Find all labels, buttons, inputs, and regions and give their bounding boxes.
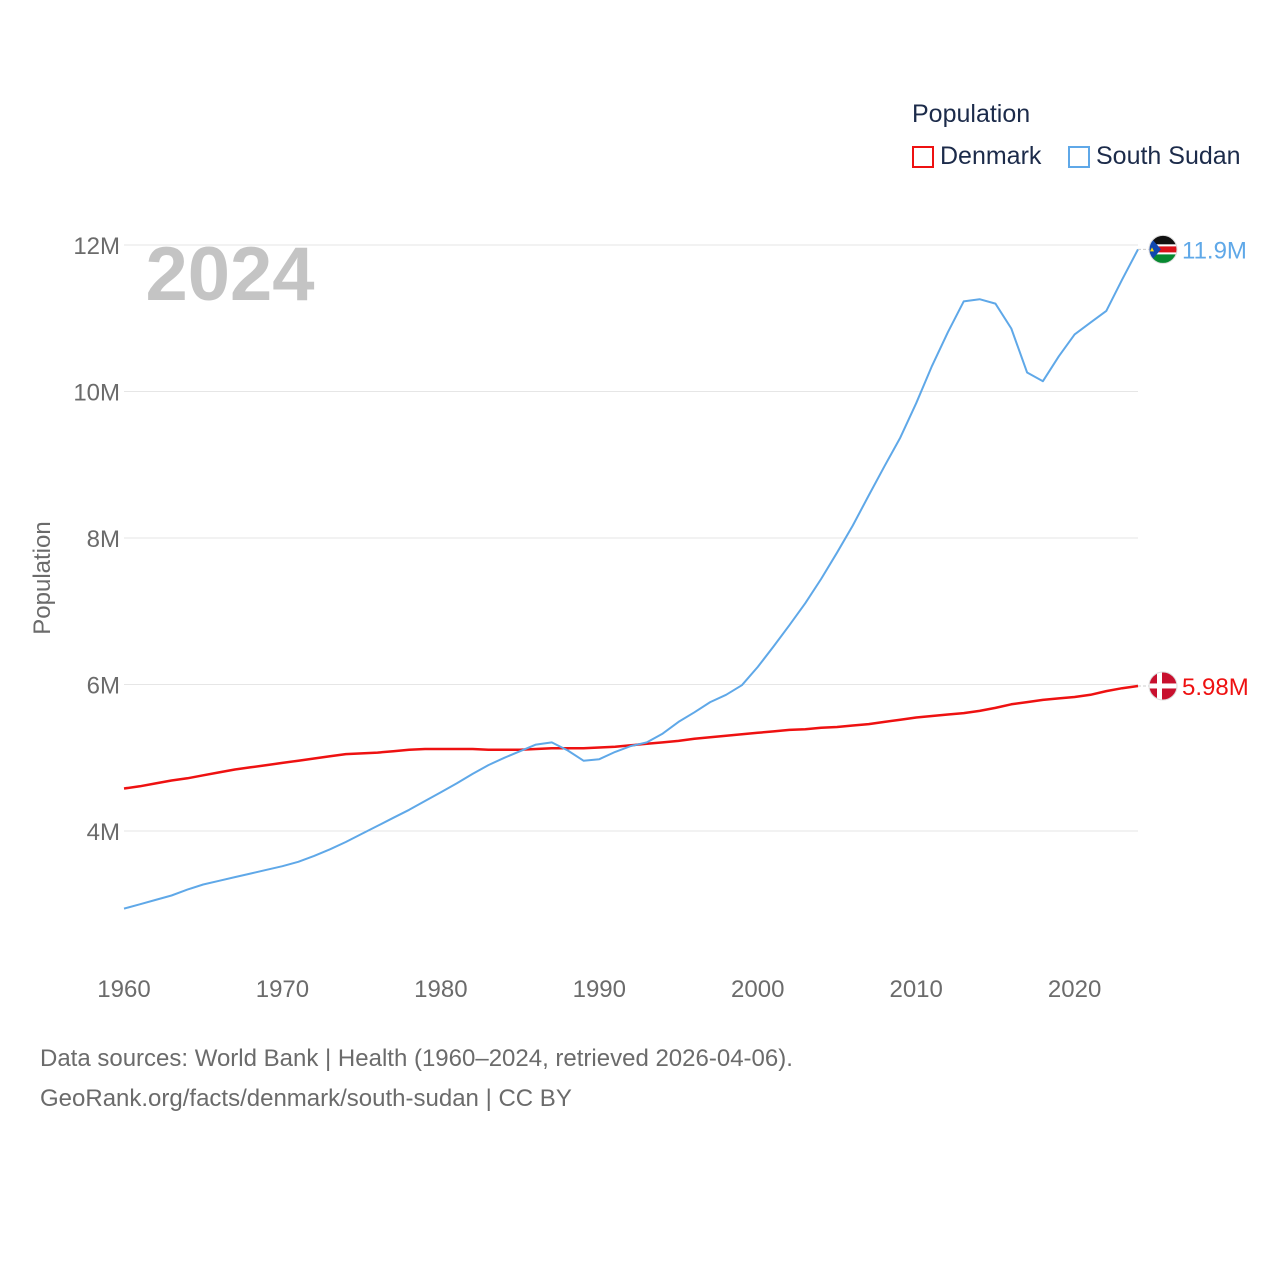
year-watermark: 2024: [145, 232, 314, 317]
y-axis-label: Population: [29, 521, 56, 634]
legend-swatch-denmark: [912, 145, 934, 168]
flag-border: [1148, 671, 1178, 701]
y-axis-ticks: 4M 6M 8M 10M 12M: [73, 233, 120, 846]
x-tick-label: 1960: [97, 976, 150, 1003]
y-tick-label: 4M: [87, 819, 120, 846]
end-label-south-sudan: 11.9M: [1182, 237, 1247, 264]
end-labels: 5.98M 11.9M: [1138, 234, 1249, 701]
x-tick-label: 2010: [889, 976, 942, 1003]
series-line-denmark: [123, 684, 1139, 790]
grid-lines: [124, 244, 1138, 832]
y-tick-label: 12M: [73, 233, 120, 260]
legend-item-south-sudan[interactable]: South Sudan: [1068, 142, 1241, 171]
south-sudan-flag-icon: [1149, 235, 1177, 264]
x-axis-ticks: 1960 1970 1980 1990 2000 2010 2020: [97, 976, 1101, 1003]
x-tick-label: 1980: [414, 976, 467, 1003]
legend-item-denmark[interactable]: Denmark: [912, 142, 1041, 171]
y-tick-label: 6M: [87, 673, 120, 700]
x-tick-label: 2020: [1048, 976, 1101, 1003]
legend-title: Population: [912, 100, 1031, 128]
y-tick-label: 10M: [73, 380, 120, 407]
end-label-denmark: 5.98M: [1182, 674, 1249, 701]
legend-label-denmark: Denmark: [940, 142, 1042, 170]
footer-sources: Data sources: World Bank | Health (1960–…: [40, 1045, 793, 1072]
series-lines: [123, 248, 1139, 910]
x-tick-label: 1990: [573, 976, 626, 1003]
y-tick-label: 8M: [87, 526, 120, 553]
x-tick-label: 1970: [256, 976, 309, 1003]
denmark-flag-icon: [1149, 671, 1177, 700]
legend-swatch-south-sudan: [1068, 145, 1090, 168]
series-line-south-sudan: [123, 248, 1139, 910]
x-tick-label: 2000: [731, 976, 784, 1003]
flag-border: [1148, 234, 1178, 264]
legend-label-south-sudan: South Sudan: [1096, 142, 1241, 170]
footer-credit[interactable]: GeoRank.org/facts/denmark/south-sudan | …: [40, 1085, 572, 1112]
